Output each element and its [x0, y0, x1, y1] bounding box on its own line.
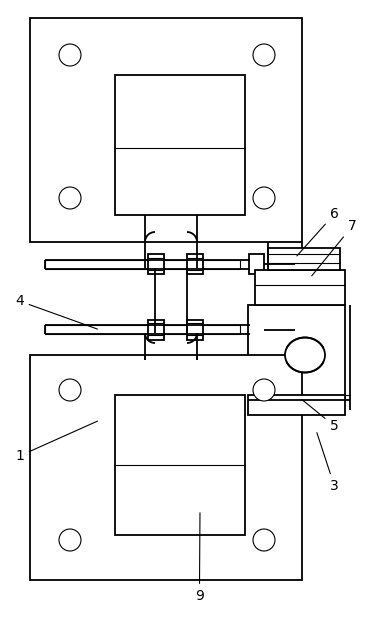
Bar — [187, 320, 203, 340]
Bar — [115, 75, 245, 215]
Text: 9: 9 — [195, 513, 204, 603]
Text: 1: 1 — [15, 421, 97, 463]
Ellipse shape — [253, 529, 275, 551]
Ellipse shape — [253, 44, 275, 66]
Bar — [148, 320, 164, 340]
Bar — [45, 260, 240, 269]
Bar — [249, 254, 264, 274]
Bar — [30, 355, 302, 580]
Bar — [148, 254, 164, 274]
Bar — [45, 325, 240, 334]
Text: 6: 6 — [297, 207, 339, 256]
Bar — [115, 395, 245, 535]
Text: 7: 7 — [312, 219, 357, 276]
Bar — [187, 254, 203, 274]
Bar — [255, 270, 345, 305]
Text: 5: 5 — [302, 400, 339, 433]
Bar — [30, 18, 302, 242]
Ellipse shape — [253, 187, 275, 209]
Bar — [268, 248, 340, 270]
Ellipse shape — [285, 338, 325, 373]
Text: 3: 3 — [317, 432, 339, 493]
Text: 4: 4 — [15, 294, 97, 329]
Ellipse shape — [253, 379, 275, 401]
Bar — [249, 320, 264, 340]
Bar — [248, 395, 345, 415]
Ellipse shape — [59, 44, 81, 66]
Ellipse shape — [59, 187, 81, 209]
Ellipse shape — [59, 379, 81, 401]
Ellipse shape — [59, 529, 81, 551]
Bar — [248, 305, 345, 400]
